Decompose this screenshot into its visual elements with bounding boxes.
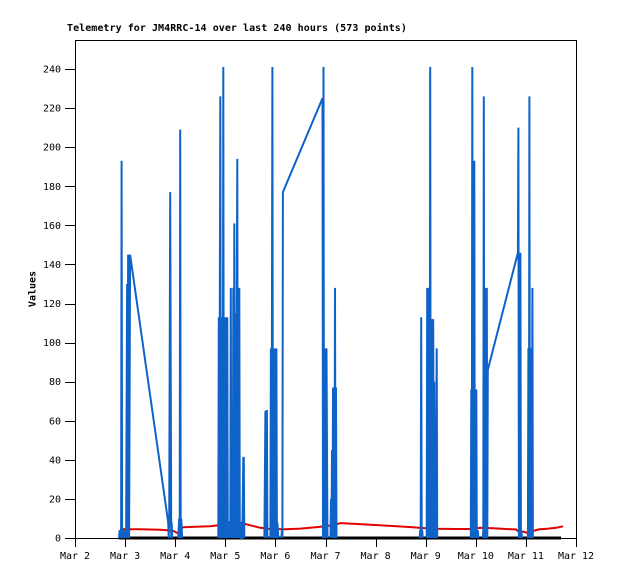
series-1-blue-line: [329, 287, 338, 539]
series-2-red-line: [120, 521, 564, 535]
series-1-blue-line: [269, 66, 280, 539]
x-tick-label: Mar 3: [110, 551, 140, 562]
series-1-blue-line: [263, 410, 269, 539]
y-tick-label: 100: [43, 338, 61, 349]
y-tick-label: 180: [43, 182, 61, 193]
series-1-blue-line: [217, 66, 230, 539]
series-1-blue-line: [469, 66, 480, 539]
y-tick-label: 80: [49, 377, 61, 388]
y-tick-label: 120: [43, 299, 61, 310]
y-tick-label: 20: [49, 494, 61, 505]
series-1-blue-line: [177, 129, 184, 539]
y-tick-label: 160: [43, 221, 61, 232]
x-tick-label: Mar 6: [260, 551, 290, 562]
x-tick-label: Mar 7: [310, 551, 340, 562]
series-1-blue-line: [280, 66, 329, 539]
y-tick-label: 40: [49, 455, 61, 466]
x-tick-label: Mar 8: [361, 551, 391, 562]
x-tick-label: Mar 10: [458, 551, 494, 562]
y-tick-label: 140: [43, 260, 61, 271]
y-tick-label: 0: [55, 534, 61, 545]
x-tick-label: Mar 5: [210, 551, 240, 562]
x-tick-label: Mar 4: [160, 551, 190, 562]
series-1-blue-line: [425, 66, 439, 539]
series-1-blue-line: [481, 96, 523, 539]
series-1-blue-line: [526, 96, 534, 539]
x-tick-label: Mar 2: [60, 551, 90, 562]
y-tick-label: 240: [43, 65, 61, 76]
x-tick-label: Mar 11: [508, 551, 544, 562]
x-tick-label: Mar 12: [558, 551, 594, 562]
series-1-blue-line: [418, 317, 424, 539]
series-1-blue-line: [118, 160, 174, 539]
y-tick-label: 60: [49, 416, 61, 427]
series-1-blue-line: [229, 158, 246, 539]
y-tick-label: 200: [43, 143, 61, 154]
chart-title: Telemetry for JM4RRC-14 over last 240 ho…: [67, 23, 407, 34]
x-tick-label: Mar 9: [411, 551, 441, 562]
y-tick-label: 220: [43, 104, 61, 115]
